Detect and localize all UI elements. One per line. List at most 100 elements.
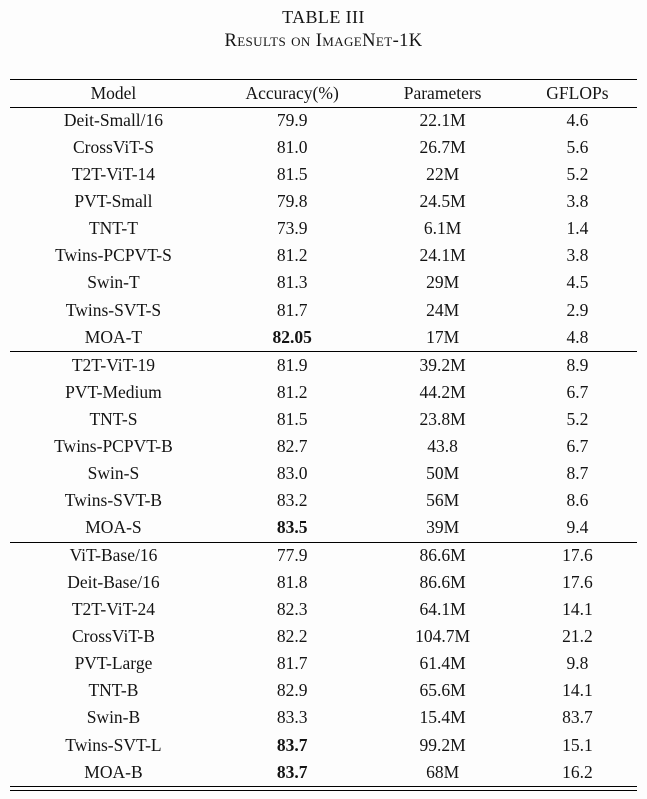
- parameters-cell: 56M: [426, 489, 460, 510]
- table-row: Twins-PCPVT-B 82.7 43.8 6.7: [10, 433, 637, 460]
- table-row: CrossViT-B 82.2 104.7M 21.2: [10, 624, 637, 651]
- header-parameters: Parameters: [367, 79, 518, 108]
- gflops-cell: 1.4: [566, 218, 589, 239]
- table-row: ViT-Base/16 77.9 86.6M 17.6: [10, 541, 637, 570]
- table-row: MOA-S 83.5 39M 9.4: [10, 514, 637, 542]
- parameters-cell: 26.7M: [419, 137, 466, 158]
- accuracy-cell: 81.7: [276, 653, 308, 674]
- model-cell: Twins-SVT-B: [64, 489, 163, 510]
- model-cell: PVT-Small: [74, 191, 153, 212]
- table-row: PVT-Medium 81.2 44.2M 6.7: [10, 379, 637, 406]
- gflops-cell: 9.4: [566, 517, 589, 538]
- accuracy-cell: 79.9: [276, 110, 308, 131]
- parameters-cell: 22M: [426, 164, 460, 185]
- parameters-cell: 29M: [426, 272, 460, 293]
- table-row: TNT-T 73.9 6.1M 1.4: [10, 216, 637, 243]
- parameters-cell: 61.4M: [419, 653, 466, 674]
- table-row: T2T-ViT-19 81.9 39.2M 8.9: [10, 351, 637, 380]
- model-cell: TNT-T: [88, 218, 138, 239]
- accuracy-cell: 81.9: [216, 351, 368, 380]
- parameters-cell: 64.1M: [419, 599, 466, 620]
- gflops-cell: 6.7: [566, 435, 589, 456]
- table-row: PVT-Large 81.7 61.4M 9.8: [10, 651, 637, 678]
- gflops-cell: 15.1: [562, 734, 593, 755]
- accuracy-cell: 81.3: [276, 272, 308, 293]
- table-row: Deit-Base/16 81.8 86.6M 17.6: [10, 570, 637, 597]
- gflops-cell: 14.1: [562, 680, 593, 701]
- gflops-cell: 5.2: [566, 164, 589, 185]
- gflops-cell: 17.6: [517, 541, 637, 570]
- table-title: Results on ImageNet-1K: [224, 31, 423, 51]
- accuracy-cell: 83.7: [276, 761, 308, 782]
- model-cell: T2T-ViT-14: [71, 164, 156, 185]
- accuracy-cell: 82.2: [276, 626, 308, 647]
- parameters-cell: 65.6M: [419, 680, 466, 701]
- model-cell: TNT-S: [89, 408, 138, 429]
- gflops-cell: 5.2: [566, 408, 589, 429]
- accuracy-cell: 82.3: [276, 599, 308, 620]
- accuracy-cell: 83.3: [276, 707, 308, 728]
- model-cell: MOA-S: [85, 517, 142, 538]
- accuracy-cell: 81.2: [276, 245, 308, 266]
- table-row: Swin-B 83.3 15.4M 83.7: [10, 705, 637, 732]
- table-number: TABLE III: [282, 7, 365, 27]
- accuracy-cell: 83.7: [276, 734, 308, 755]
- accuracy-cell: 83.0: [276, 462, 308, 483]
- table-row: Twins-SVT-L 83.7 99.2M 15.1: [10, 732, 637, 759]
- parameters-cell: 17M: [426, 326, 460, 347]
- table-row: MOA-B 83.7 68M 16.2: [10, 759, 637, 787]
- accuracy-cell: 73.9: [276, 218, 308, 239]
- gflops-cell: 4.8: [566, 326, 589, 347]
- accuracy-cell: 82.9: [276, 680, 308, 701]
- parameters-cell: 86.6M: [367, 541, 518, 570]
- parameters-cell: 104.7M: [415, 626, 471, 647]
- table-row: T2T-ViT-24 82.3 64.1M 14.1: [10, 597, 637, 624]
- model-cell: PVT-Medium: [65, 381, 162, 402]
- parameters-cell: 24.5M: [419, 191, 466, 212]
- gflops-cell: 3.8: [566, 245, 589, 266]
- table-row: MOA-T 82.05 17M 4.8: [10, 324, 637, 352]
- parameters-cell: 6.1M: [423, 218, 462, 239]
- model-cell: Twins-SVT-S: [65, 299, 162, 320]
- gflops-cell: 3.8: [566, 191, 589, 212]
- table-row: Twins-SVT-B 83.2 56M 8.6: [10, 487, 637, 514]
- accuracy-cell: 82.05: [272, 326, 312, 347]
- table-row: Swin-S 83.0 50M 8.7: [10, 460, 637, 487]
- table-row: Twins-SVT-S 81.7 24M 2.9: [10, 297, 637, 324]
- gflops-cell: 6.7: [566, 381, 589, 402]
- model-cell: T2T-ViT-19: [10, 351, 217, 380]
- model-cell: Deit-Base/16: [67, 572, 160, 593]
- model-cell: MOA-T: [84, 326, 143, 347]
- bottom-double-rule: [10, 789, 637, 791]
- results-table: Model Accuracy(%) Parameters GFLOPs Deit…: [10, 79, 637, 788]
- gflops-cell: 9.8: [566, 653, 589, 674]
- header-gflops: GFLOPs: [517, 79, 637, 108]
- model-cell: ViT-Base/16: [10, 541, 217, 570]
- accuracy-cell: 81.5: [276, 408, 308, 429]
- table-row: TNT-B 82.9 65.6M 14.1: [10, 678, 637, 705]
- parameters-cell: 39M: [426, 517, 460, 538]
- gflops-cell: 8.7: [566, 462, 589, 483]
- model-cell: MOA-B: [84, 761, 143, 782]
- accuracy-cell: 81.8: [276, 572, 308, 593]
- gflops-cell: 14.1: [562, 599, 593, 620]
- table-row: Swin-T 81.3 29M 4.5: [10, 270, 637, 297]
- table-header-row: Model Accuracy(%) Parameters GFLOPs: [10, 79, 637, 108]
- parameters-cell: 22.1M: [419, 110, 466, 131]
- gflops-cell: 17.6: [562, 572, 593, 593]
- gflops-cell: 8.6: [566, 489, 589, 510]
- model-cell: Twins-PCPVT-S: [55, 245, 172, 266]
- table-row: T2T-ViT-14 81.5 22M 5.2: [10, 162, 637, 189]
- parameters-cell: 24M: [426, 299, 460, 320]
- gflops-cell: 5.6: [566, 137, 589, 158]
- model-cell: Twins-PCPVT-B: [54, 435, 173, 456]
- gflops-cell: 4.6: [566, 110, 589, 131]
- accuracy-cell: 77.9: [216, 541, 368, 570]
- model-cell: CrossViT-S: [72, 137, 154, 158]
- model-cell: Deit-Small/16: [63, 110, 164, 131]
- gflops-cell: 21.2: [562, 626, 593, 647]
- parameters-cell: 24.1M: [419, 245, 466, 266]
- header-model: Model: [10, 79, 217, 108]
- header-accuracy: Accuracy(%): [216, 79, 368, 108]
- table-caption: TABLE III Results on ImageNet-1K: [0, 7, 647, 52]
